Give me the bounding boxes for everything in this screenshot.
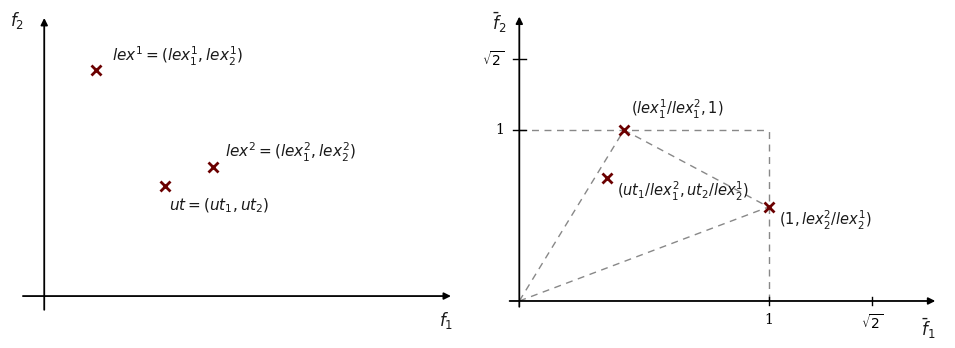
Text: $(1, lex_2^2/lex_2^1)$: $(1, lex_2^2/lex_2^1)$ — [778, 209, 871, 232]
Text: $ut = (ut_1, ut_2)$: $ut = (ut_1, ut_2)$ — [169, 197, 269, 215]
Text: $\bar{f}_1$: $\bar{f}_1$ — [921, 316, 935, 341]
Text: $\bar{f}_2$: $\bar{f}_2$ — [492, 10, 506, 34]
Text: $\sqrt{2}$: $\sqrt{2}$ — [860, 313, 882, 332]
Text: $f_2$: $f_2$ — [11, 10, 24, 31]
Text: $f_1$: $f_1$ — [438, 310, 453, 331]
Text: $\sqrt{2}$: $\sqrt{2}$ — [482, 50, 504, 69]
Text: 1: 1 — [496, 123, 504, 137]
Text: $(ut_1/lex_1^2, ut_2/lex_2^1)$: $(ut_1/lex_1^2, ut_2/lex_2^1)$ — [617, 180, 749, 203]
Text: $lex^1 = (lex_1^1, lex_2^1)$: $lex^1 = (lex_1^1, lex_2^1)$ — [113, 44, 244, 68]
Text: $lex^2 = (lex_1^2, lex_2^2)$: $lex^2 = (lex_1^2, lex_2^2)$ — [224, 141, 356, 164]
Text: $(lex_1^1/lex_1^2, 1)$: $(lex_1^1/lex_1^2, 1)$ — [631, 98, 724, 121]
Text: 1: 1 — [764, 313, 773, 327]
